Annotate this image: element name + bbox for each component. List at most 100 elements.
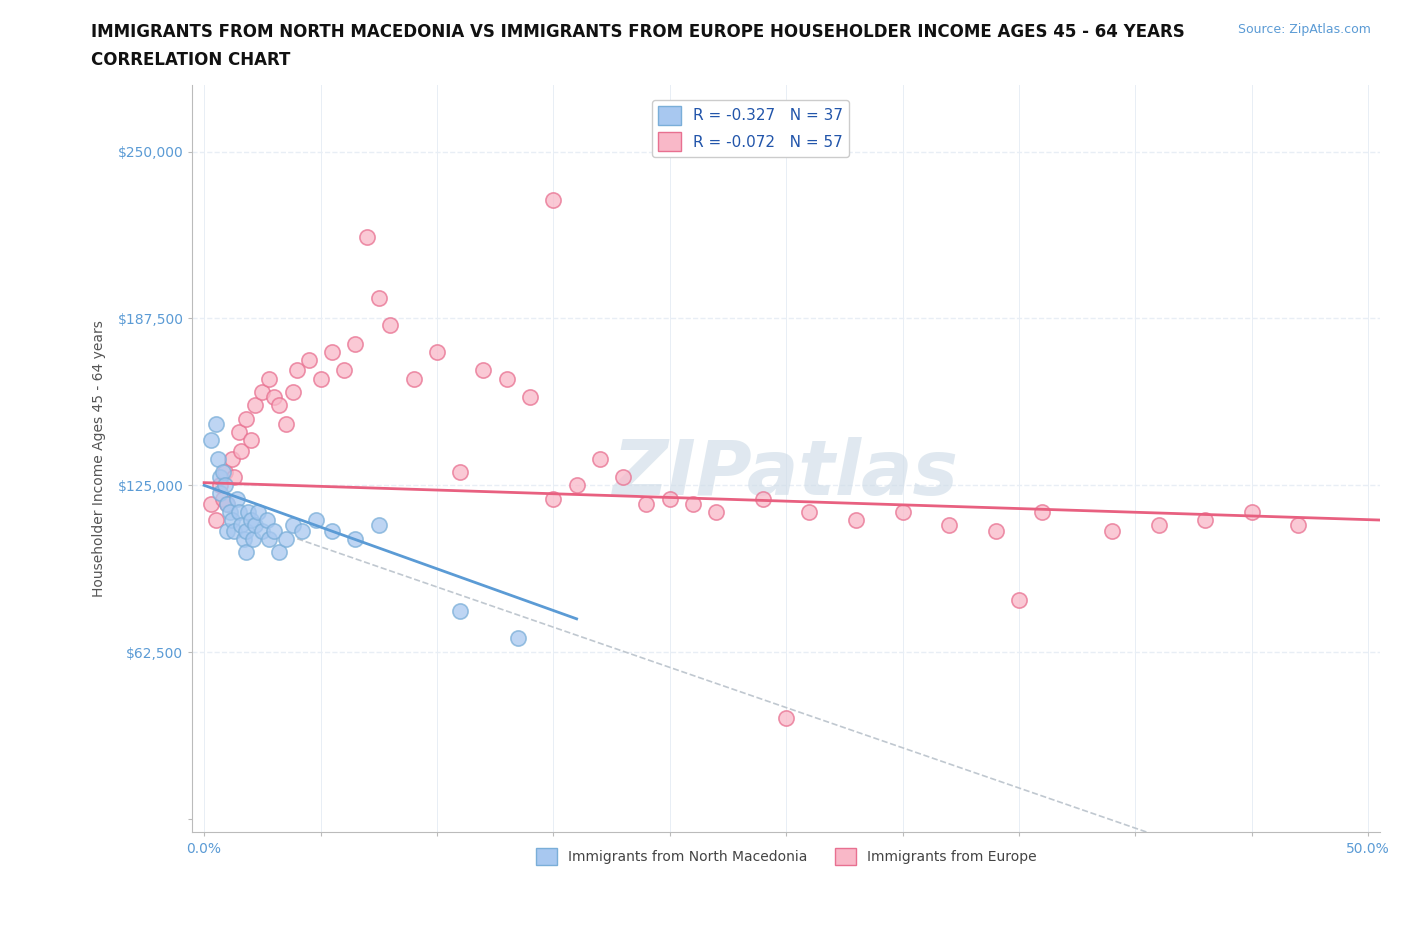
Point — [274, 417, 297, 432]
Point — [245, 398, 267, 413]
Text: IMMIGRANTS FROM NORTH MACEDONIA VS IMMIGRANTS FROM EUROPE HOUSEHOLDER INCOME AGE: IMMIGRANTS FROM NORTH MACEDONIA VS IMMIG… — [91, 23, 1185, 41]
Point — [309, 371, 332, 386]
Point — [589, 451, 612, 466]
Point — [565, 478, 588, 493]
Point — [239, 432, 262, 447]
Point — [344, 531, 367, 546]
Point — [263, 524, 285, 538]
Point — [519, 390, 541, 405]
Point — [1147, 518, 1170, 533]
Point — [367, 291, 389, 306]
Point — [231, 444, 253, 458]
Point — [246, 505, 269, 520]
Point — [235, 524, 257, 538]
Point — [612, 470, 634, 485]
Point — [267, 545, 290, 560]
Point — [239, 512, 262, 527]
Point — [259, 371, 281, 386]
Text: Source: ZipAtlas.com: Source: ZipAtlas.com — [1237, 23, 1371, 36]
Point — [217, 497, 239, 512]
Point — [321, 344, 343, 359]
Point — [256, 512, 278, 527]
Point — [704, 505, 727, 520]
Point — [1240, 505, 1263, 520]
Point — [238, 505, 260, 520]
Point — [367, 518, 389, 533]
Point — [984, 524, 1007, 538]
Point — [225, 491, 247, 506]
Point — [344, 337, 367, 352]
Point — [224, 524, 246, 538]
Point — [281, 384, 304, 399]
Point — [235, 411, 257, 426]
Point — [211, 491, 233, 506]
Point — [232, 531, 254, 546]
Point — [252, 384, 274, 399]
Point — [658, 491, 681, 506]
Point — [221, 512, 243, 527]
Point — [543, 491, 565, 506]
Point — [891, 505, 914, 520]
Point — [402, 371, 425, 386]
Point — [267, 398, 290, 413]
Point — [252, 524, 274, 538]
Point — [298, 352, 321, 367]
Point — [211, 464, 233, 479]
Point — [799, 505, 821, 520]
Point — [200, 432, 222, 447]
Point — [242, 531, 264, 546]
Text: ZIPatlas: ZIPatlas — [613, 436, 959, 511]
Point — [207, 451, 229, 466]
Point — [1194, 512, 1216, 527]
Point — [221, 451, 243, 466]
Point — [495, 371, 517, 386]
Point — [472, 363, 495, 378]
Point — [682, 497, 704, 512]
Legend: Immigrants from North Macedonia, Immigrants from Europe: Immigrants from North Macedonia, Immigra… — [530, 843, 1042, 870]
Point — [543, 193, 565, 207]
Point — [305, 512, 328, 527]
Point — [508, 631, 530, 645]
Point — [938, 518, 960, 533]
Point — [285, 363, 308, 378]
Point — [281, 518, 304, 533]
Point — [449, 464, 471, 479]
Point — [218, 505, 240, 520]
Point — [356, 230, 378, 245]
Point — [845, 512, 868, 527]
Point — [426, 344, 449, 359]
Point — [204, 417, 226, 432]
Point — [209, 485, 232, 500]
Point — [263, 390, 285, 405]
Y-axis label: Householder Income Ages 45 - 64 years: Householder Income Ages 45 - 64 years — [93, 320, 107, 597]
Point — [333, 363, 356, 378]
Point — [259, 531, 281, 546]
Point — [209, 470, 232, 485]
Point — [224, 470, 246, 485]
Point — [217, 524, 239, 538]
Point — [235, 545, 257, 560]
Point — [204, 512, 226, 527]
Point — [775, 711, 797, 725]
Point — [1101, 524, 1123, 538]
Point — [231, 518, 253, 533]
Point — [209, 478, 232, 493]
Point — [228, 505, 250, 520]
Point — [1286, 518, 1309, 533]
Point — [636, 497, 658, 512]
Point — [1008, 592, 1031, 607]
Point — [449, 604, 471, 618]
Point — [245, 518, 267, 533]
Point — [752, 491, 775, 506]
Text: CORRELATION CHART: CORRELATION CHART — [91, 51, 291, 69]
Point — [214, 464, 236, 479]
Point — [321, 524, 343, 538]
Point — [1031, 505, 1053, 520]
Point — [214, 478, 236, 493]
Point — [228, 424, 250, 439]
Point — [380, 318, 402, 333]
Point — [200, 497, 222, 512]
Point — [291, 524, 314, 538]
Point — [217, 497, 239, 512]
Point — [274, 531, 297, 546]
